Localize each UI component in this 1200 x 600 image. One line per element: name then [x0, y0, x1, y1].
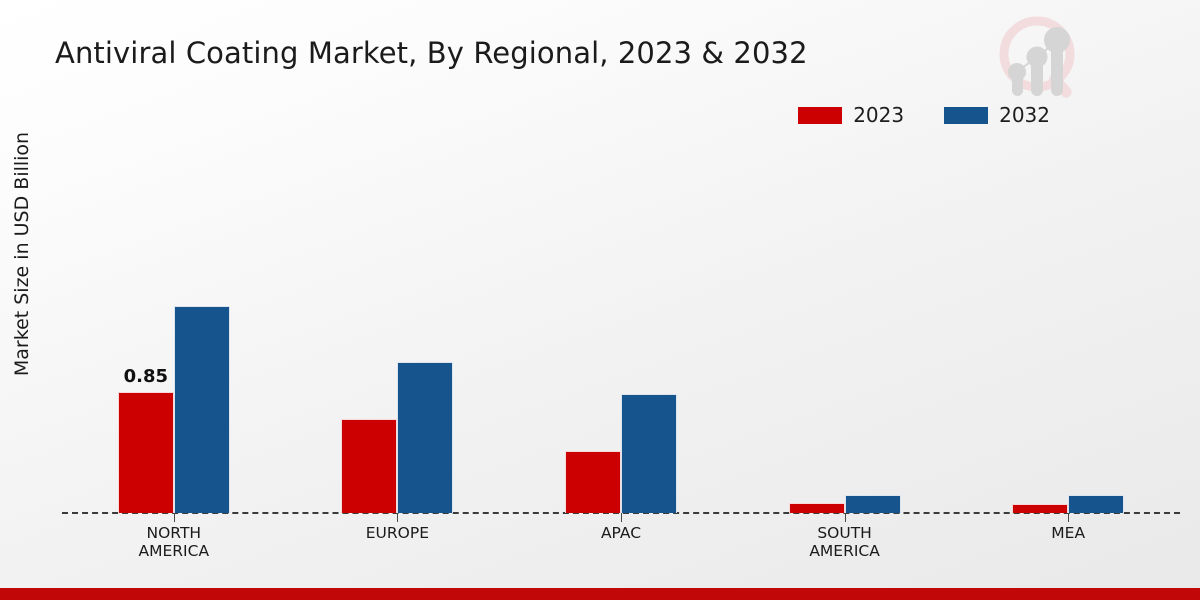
bar-group — [551, 140, 691, 513]
bar-2023-north-america[interactable]: 0.85 — [117, 366, 174, 513]
magnifier-icon — [999, 16, 1075, 98]
x-axis-label-line: EUROPE — [365, 524, 430, 542]
bar-2032-europe[interactable] — [397, 362, 454, 513]
footer-accent-bar — [0, 588, 1200, 600]
x-axis-tick — [844, 513, 846, 522]
bar-2032-south-america[interactable] — [844, 494, 901, 513]
y-axis-title: Market Size in USD Billion — [11, 131, 33, 377]
x-axis-tick — [397, 513, 399, 522]
x-axis-label-line: NORTH — [146, 524, 202, 542]
x-axis-tick — [173, 513, 175, 522]
bar-group — [998, 140, 1138, 513]
legend-item-2032[interactable]: 2032 — [944, 103, 1050, 127]
x-axis-label-apac: APAC — [526, 524, 716, 542]
bar-2032-apac[interactable] — [621, 393, 677, 513]
x-axis-tick — [621, 513, 622, 522]
x-axis-label-line: AMERICA — [138, 542, 210, 560]
x-axis-label-europe: EUROPE — [302, 524, 492, 542]
x-axis-label-line: APAC — [600, 524, 642, 542]
x-axis-label-south-america: SOUTH AMERICA — [750, 524, 940, 560]
x-axis-label-line: SOUTH — [817, 524, 872, 542]
chart-legend: 2023 2032 — [798, 103, 1050, 127]
bar-group — [327, 140, 467, 513]
bar-chart-icon — [1012, 45, 1063, 96]
legend-item-2023[interactable]: 2023 — [798, 103, 904, 127]
x-axis-tick — [1068, 513, 1070, 522]
legend-label-2023: 2023 — [853, 103, 905, 127]
x-axis-label-line: AMERICA — [809, 542, 880, 560]
bar-2023-europe[interactable] — [341, 419, 398, 513]
market-research-logo-watermark — [999, 16, 1075, 98]
legend-label-2032: 2032 — [999, 103, 1050, 127]
x-axis-label-north-america: NORTH AMERICA — [79, 524, 269, 560]
bar-2023-mea[interactable] — [1012, 504, 1069, 513]
bar-group — [775, 140, 915, 513]
bar-2032-mea[interactable] — [1068, 494, 1125, 513]
bar-value-label: 0.85 — [123, 366, 169, 388]
bar-2023-apac[interactable] — [565, 450, 621, 513]
bar-group: 0.85 — [104, 140, 244, 513]
x-axis-label-line: MEA — [1051, 524, 1086, 542]
chart-title: Antiviral Coating Market, By Regional, 2… — [55, 36, 808, 70]
legend-swatch-2032 — [944, 106, 989, 124]
bar-2023-south-america[interactable] — [788, 503, 845, 513]
legend-swatch-2023 — [798, 106, 843, 124]
bar-2032-north-america[interactable] — [173, 305, 230, 513]
x-axis-label-mea: MEA — [973, 524, 1163, 542]
trend-dots-icon — [1008, 27, 1070, 81]
